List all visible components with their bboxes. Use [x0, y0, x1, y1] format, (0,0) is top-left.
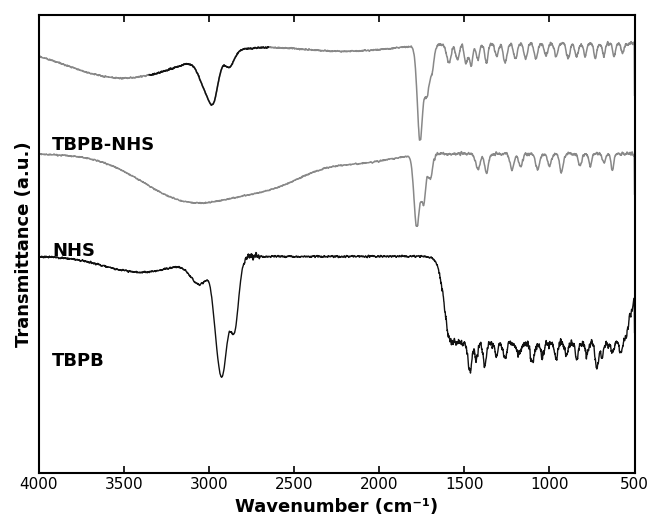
Y-axis label: Transmittance (a.u.): Transmittance (a.u.) [15, 141, 33, 347]
X-axis label: Wavenumber (cm⁻¹): Wavenumber (cm⁻¹) [235, 498, 438, 516]
Text: TBPB-NHS: TBPB-NHS [52, 136, 155, 154]
Text: TBPB: TBPB [52, 352, 105, 370]
Text: NHS: NHS [52, 242, 95, 260]
